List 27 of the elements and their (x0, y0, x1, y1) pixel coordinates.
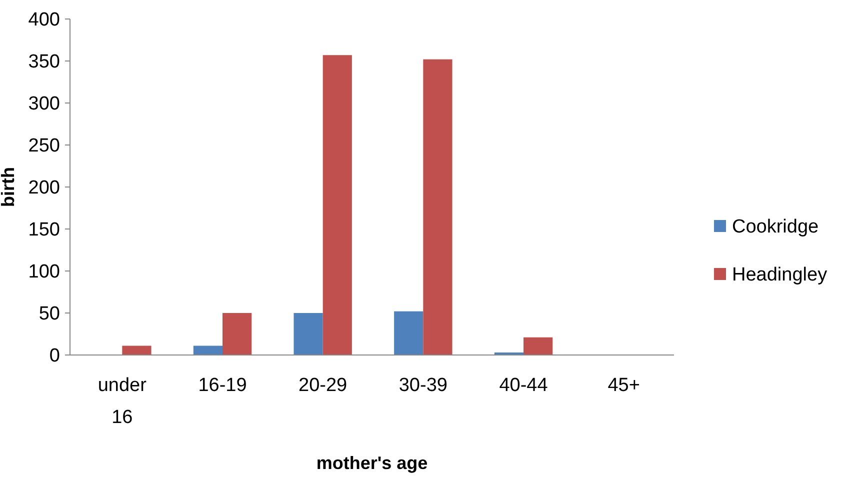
bar (222, 313, 252, 355)
bar (394, 311, 424, 355)
bar (193, 346, 222, 355)
y-tick-label: 300 (28, 94, 60, 115)
x-tick-label: 20-29 (298, 375, 348, 396)
x-tick-label: under 16 (98, 375, 148, 428)
bar (524, 337, 553, 355)
x-tick-label: 40-44 (499, 375, 548, 396)
y-tick-label: 200 (28, 178, 60, 199)
x-tick-label: 16-19 (198, 375, 247, 396)
y-tick-label: 0 (49, 346, 60, 367)
y-tick-label: 150 (28, 220, 60, 241)
bar (322, 55, 352, 355)
y-axis-title: birth (0, 167, 18, 207)
y-tick-label: 400 (28, 10, 60, 31)
bar (122, 346, 152, 355)
x-axis-title: mother's age (316, 453, 428, 473)
bar (294, 313, 323, 355)
x-tick-label: 45+ (608, 375, 640, 396)
y-tick-label: 350 (28, 52, 60, 73)
y-tick-label: 50 (38, 304, 60, 325)
y-tick-label: 100 (28, 262, 60, 283)
legend-label: Cookridge (732, 216, 819, 238)
y-tick-label: 250 (28, 136, 60, 157)
legend-label: Headingley (732, 264, 828, 286)
x-tick-label: 30-39 (398, 375, 448, 396)
bar (423, 59, 452, 355)
